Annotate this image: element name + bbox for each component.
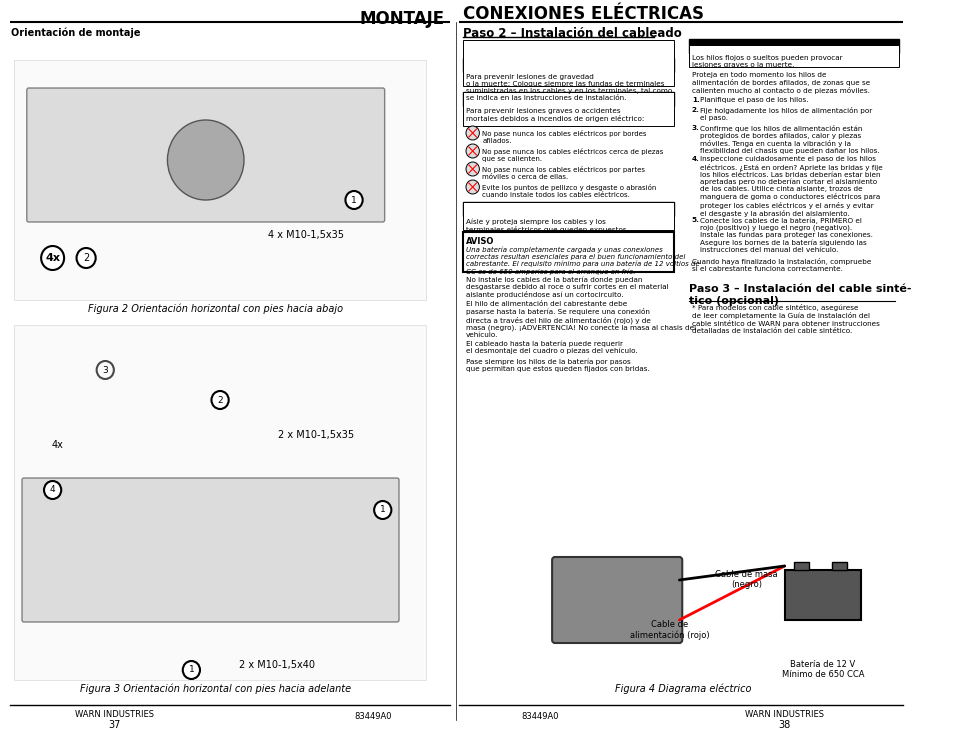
Text: Una batería completamente cargada y unas conexiones
correctas resultan esenciale: Una batería completamente cargada y unas…	[465, 246, 699, 275]
Bar	[14, 325, 425, 680]
Text: 37: 37	[109, 720, 121, 730]
Bar	[462, 58, 673, 72]
Circle shape	[465, 144, 479, 158]
Text: CONEXIONES ELÉCTRICAS: CONEXIONES ELÉCTRICAS	[462, 5, 703, 23]
Text: No pase nunca los cables eléctricos por partes
móviles o cerca de ellas.: No pase nunca los cables eléctricos por …	[482, 166, 644, 180]
Circle shape	[465, 126, 479, 140]
Bar	[462, 40, 673, 86]
Circle shape	[465, 162, 479, 176]
Text: 83449A0: 83449A0	[520, 712, 558, 721]
Circle shape	[44, 481, 61, 499]
Text: AVISO: AVISO	[465, 237, 494, 246]
Text: 1: 1	[351, 196, 356, 204]
Text: 2.: 2.	[691, 107, 699, 113]
Text: Figura 3 Orientación horizontal con pies hacia adelante: Figura 3 Orientación horizontal con pies…	[80, 683, 351, 694]
Text: Aísle y proteja siempre los cables y los
terminales eléctricos que queden expues: Aísle y proteja siempre los cables y los…	[465, 218, 628, 232]
Text: 3: 3	[102, 365, 108, 374]
Text: No pase nunca los cables eléctricos por bordes
afilados.: No pase nunca los cables eléctricos por …	[482, 130, 646, 144]
Text: ADVERTENCIA: ADVERTENCIA	[700, 51, 756, 57]
Bar	[14, 60, 425, 300]
Text: ADVERTENCIA: ADVERTENCIA	[475, 104, 530, 110]
Text: 2 x M10-1,5x40: 2 x M10-1,5x40	[239, 660, 315, 670]
Text: Figura 2 Orientación horizontal con pies hacia abajo: Figura 2 Orientación horizontal con pies…	[88, 303, 342, 314]
Text: 2: 2	[217, 396, 223, 404]
Text: Cable de masa
(negro): Cable de masa (negro)	[715, 570, 777, 590]
FancyBboxPatch shape	[22, 478, 398, 622]
Text: ADVERTENCIA: ADVERTENCIA	[475, 70, 530, 76]
Text: ▲: ▲	[465, 214, 471, 220]
Circle shape	[183, 661, 200, 679]
Text: No instale los cables de la batería donde puedan
desgastarse debido al roce o su: No instale los cables de la batería dond…	[465, 276, 668, 297]
Text: Figura 4 Diagrama eléctrico: Figura 4 Diagrama eléctrico	[615, 683, 751, 694]
Bar	[832, 562, 846, 570]
Text: Para prevenir lesiones de gravedad
o la muerte: Coloque siempre las fundas de te: Para prevenir lesiones de gravedad o la …	[465, 74, 672, 101]
Circle shape	[212, 391, 229, 409]
Text: 1.: 1.	[691, 97, 699, 103]
Bar	[462, 92, 673, 126]
Text: El hilo de alimentación del cabrestante debe
pasarse hasta la batería. Se requie: El hilo de alimentación del cabrestante …	[465, 301, 696, 339]
Text: Batería de 12 V
Mínimo de 650 CCA: Batería de 12 V Mínimo de 650 CCA	[781, 660, 863, 680]
Bar	[462, 232, 673, 272]
Text: 4.: 4.	[691, 156, 699, 162]
Circle shape	[345, 191, 362, 209]
Text: Inspeccione cuidadosamente el paso de los hilos
eléctricos. ¿Está en orden? Apri: Inspeccione cuidadosamente el paso de lo…	[700, 156, 882, 217]
Circle shape	[374, 501, 391, 519]
Text: 38: 38	[778, 720, 790, 730]
Text: Evite los puntos de pellizco y desgaste o abrasión
cuando instale todos los cabl: Evite los puntos de pellizco y desgaste …	[482, 184, 656, 198]
Text: Para prevenir lesiones graves o accidentes
mortales debidos a incendios de orige: Para prevenir lesiones graves o accident…	[465, 108, 643, 123]
Text: ▲: ▲	[465, 70, 471, 76]
Bar	[462, 202, 673, 230]
Text: Planifique el paso de los hilos.: Planifique el paso de los hilos.	[700, 97, 808, 103]
Text: 3.: 3.	[691, 125, 699, 131]
Text: 4x: 4x	[51, 440, 63, 450]
Bar	[783, 570, 861, 620]
Text: ▲: ▲	[691, 51, 697, 57]
Bar	[462, 92, 673, 106]
Text: Orientación de montaje: Orientación de montaje	[11, 27, 141, 38]
Text: Fije holgadamente los hilos de alimentación por
el paso.: Fije holgadamente los hilos de alimentac…	[700, 107, 872, 121]
Text: WARN INDUSTRIES: WARN INDUSTRIES	[75, 710, 154, 719]
Bar	[688, 45, 899, 67]
Text: 4x: 4x	[45, 253, 60, 263]
Circle shape	[465, 180, 479, 194]
FancyBboxPatch shape	[552, 557, 681, 643]
Text: 5.: 5.	[691, 217, 699, 223]
Text: 2 x M10-1,5x35: 2 x M10-1,5x35	[277, 430, 354, 440]
Bar	[462, 202, 673, 216]
Text: 83449A0: 83449A0	[355, 712, 392, 721]
Circle shape	[168, 120, 244, 200]
Circle shape	[76, 248, 95, 268]
Text: ▲: ▲	[465, 104, 471, 110]
Text: No pase nunca los cables eléctricos cerca de piezas
que se calienten.: No pase nunca los cables eléctricos cerc…	[482, 148, 663, 162]
Circle shape	[96, 361, 113, 379]
Text: Pase siempre los hilos de la batería por pasos
que permitan que estos queden fij: Pase siempre los hilos de la batería por…	[465, 358, 649, 371]
Text: Paso 3 – Instalación del cable sinté-
tico (opcional): Paso 3 – Instalación del cable sinté- ti…	[688, 284, 910, 306]
Text: Conecte los cables de la batería, PRIMERO el
rojo (positivo) y luego el negro (n: Conecte los cables de la batería, PRIMER…	[700, 217, 872, 252]
Text: Cuando haya finalizado la instalación, compruebe
si el cabrestante funciona corr: Cuando haya finalizado la instalación, c…	[691, 258, 870, 272]
Text: 4 x M10-1,5x35: 4 x M10-1,5x35	[268, 230, 344, 240]
Text: 4: 4	[50, 486, 55, 494]
Text: * Para modelos con cable sintético, asegúrese
de leer completamente la Guía de i: * Para modelos con cable sintético, aseg…	[691, 304, 879, 334]
Text: El cableado hasta la batería puede requerir
el desmontaje del cuadro o piezas de: El cableado hasta la batería puede reque…	[465, 340, 637, 354]
Text: Paso 2 – Instalación del cableado: Paso 2 – Instalación del cableado	[462, 27, 681, 40]
Bar	[793, 562, 808, 570]
Text: ADVERTENCIA: ADVERTENCIA	[475, 214, 530, 220]
Text: Confirme que los hilos de alimentación están
protegidos de bordes afilados, calo: Confirme que los hilos de alimentación e…	[700, 125, 879, 154]
Text: Los hilos flojos o sueltos pueden provocar
lesiones graves o la muerte.: Los hilos flojos o sueltos pueden provoc…	[691, 55, 841, 68]
Text: MONTAJE: MONTAJE	[359, 10, 444, 28]
Text: 1: 1	[379, 506, 385, 514]
Circle shape	[41, 246, 64, 270]
FancyBboxPatch shape	[27, 88, 384, 222]
Bar	[688, 39, 899, 53]
Text: 2: 2	[83, 253, 90, 263]
Text: WARN INDUSTRIES: WARN INDUSTRIES	[744, 710, 823, 719]
Text: 1: 1	[189, 666, 194, 675]
Text: Cable de
alimentación (rojo): Cable de alimentación (rojo)	[629, 620, 709, 640]
Text: Proteja en todo momento los hilos de
alimentación de bordes afilados, de zonas q: Proteja en todo momento los hilos de ali…	[691, 72, 869, 94]
